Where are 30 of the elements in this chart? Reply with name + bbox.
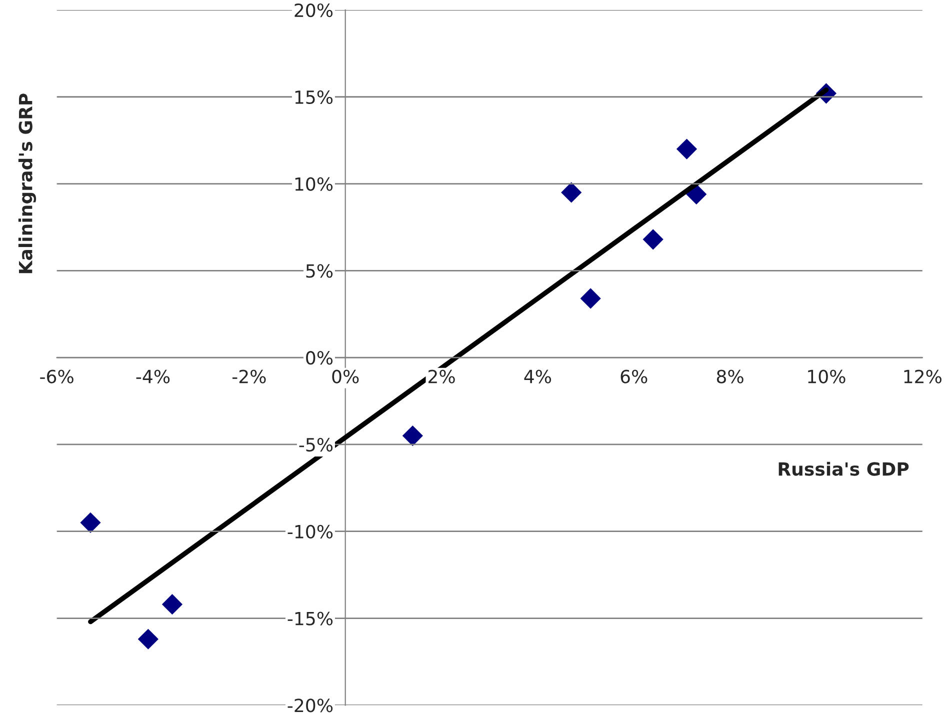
point xyxy=(402,425,423,446)
y-tick-label: -5% xyxy=(299,438,333,452)
y-tick-label: -20% xyxy=(288,698,333,712)
point xyxy=(138,628,158,650)
x-tick-label: 12% xyxy=(904,370,942,384)
y-tick-label: 0% xyxy=(306,351,333,365)
x-tick-label: 4% xyxy=(524,370,552,384)
y-tick-label: 10% xyxy=(295,177,333,191)
point xyxy=(676,138,698,160)
point xyxy=(80,512,101,533)
x-tick-label: -2% xyxy=(232,370,266,384)
point xyxy=(162,594,183,615)
x-tick-label: 2% xyxy=(428,370,455,384)
x-tick-label: 10% xyxy=(808,370,846,384)
x-tick-label: -6% xyxy=(40,370,74,384)
y-tick-label: 20% xyxy=(294,3,333,18)
y-axis-title: Kaliningrad's GRP xyxy=(18,94,36,274)
y-tick-label: 5% xyxy=(306,264,333,278)
y-tick-label: -10% xyxy=(288,524,333,538)
x-tick-label: 6% xyxy=(620,370,648,384)
point xyxy=(580,288,601,309)
x-axis-title: Russia's GDP xyxy=(778,462,909,476)
point xyxy=(686,184,707,205)
x-tick-label: 8% xyxy=(716,370,744,384)
point xyxy=(561,182,582,203)
x-tick-label: 0% xyxy=(332,370,359,384)
x-tick-label: -4% xyxy=(136,370,170,384)
y-tick-label: -15% xyxy=(288,612,333,626)
point xyxy=(642,229,664,250)
y-tick-label: 15% xyxy=(295,90,333,104)
